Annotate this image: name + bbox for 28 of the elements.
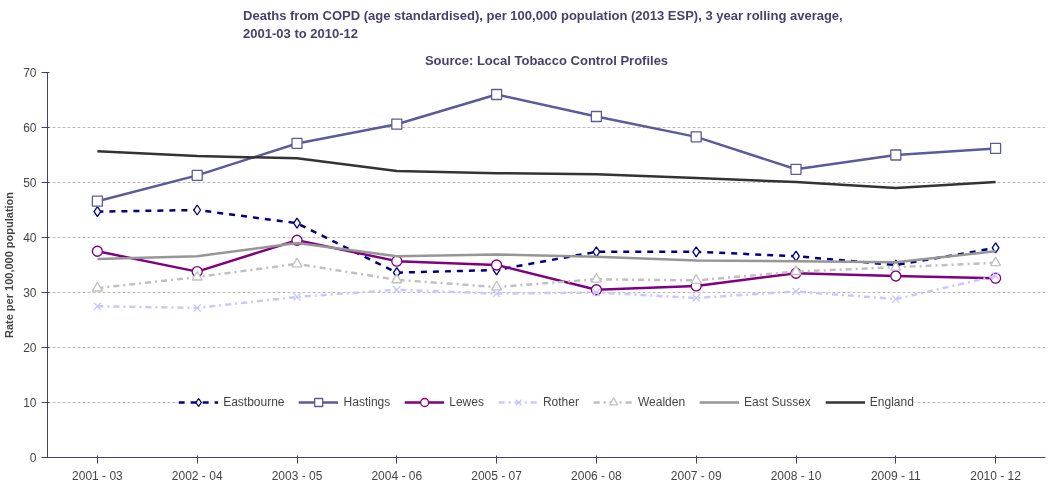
y-tick-label: 40 (23, 231, 37, 245)
legend-label: England (869, 395, 914, 409)
legend-label: East Sussex (744, 395, 811, 409)
x-tick-label: 2001 - 03 (72, 468, 124, 483)
x-tick-label: 2003 - 05 (271, 468, 323, 483)
legend-label: Rother (542, 395, 579, 409)
x-tick-label: 2007 - 09 (670, 468, 722, 483)
x-tick-label: 2010 - 12 (970, 468, 1022, 483)
legend-label: Eastbourne (223, 395, 285, 409)
y-axis-title: Rate per 100,000 population (3, 191, 16, 339)
x-tick-label: 2005 - 07 (471, 468, 523, 483)
source-note: Source: Local Tobacco Control Profiles (424, 52, 669, 68)
x-tick-label: 2009 - 11 (870, 468, 922, 483)
legend-label: Lewes (449, 395, 484, 409)
y-tick-label: 10 (23, 396, 37, 410)
x-tick-label: 2008 - 10 (770, 468, 822, 483)
x-tick-label: 2004 - 06 (371, 468, 423, 483)
y-tick-label: 20 (23, 341, 37, 355)
legend-label: Wealden (637, 395, 686, 409)
x-tick-label: 2006 - 08 (571, 468, 623, 483)
y-tick-label: 0 (29, 451, 37, 465)
y-tick-label: 30 (23, 286, 37, 300)
y-tick-label: 70 (23, 66, 37, 80)
x-tick-label: 2002 - 04 (171, 468, 223, 483)
legend-label: Hastings (343, 395, 391, 409)
chart-title: Deaths from COPD (age standardised), per 100,000 population (2013 ESP), 3 year rolling average, 2001-03 to 2010-12 (243, 7, 843, 41)
y-tick-label: 60 (23, 121, 37, 135)
y-tick-label: 50 (23, 176, 37, 190)
